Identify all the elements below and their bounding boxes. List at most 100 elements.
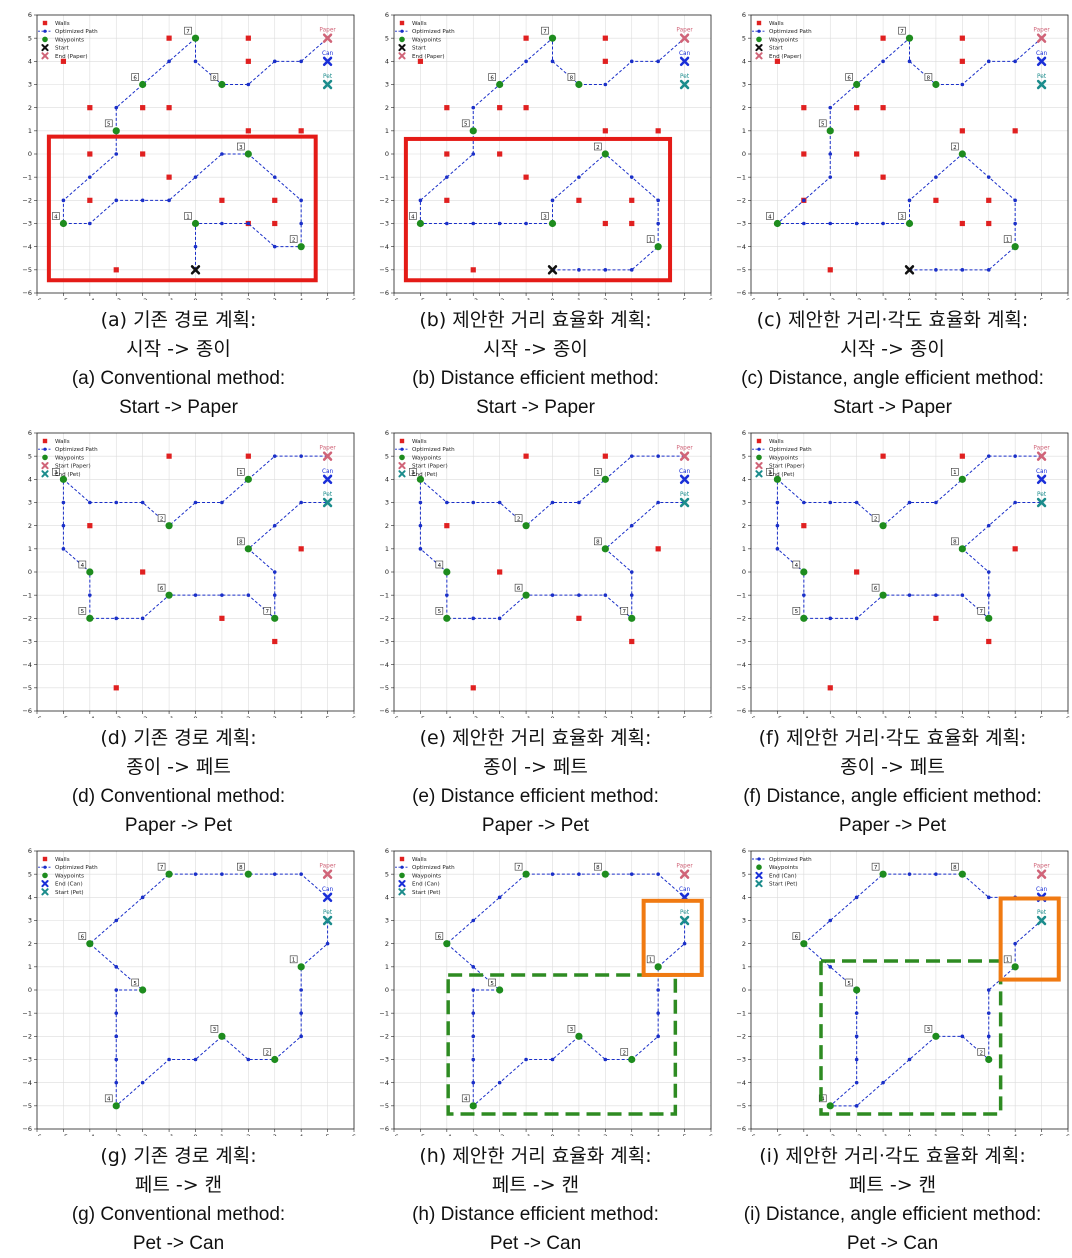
waypoint-number-box	[924, 73, 933, 81]
can-label: Can	[679, 51, 691, 57]
waypoint-number: 5	[847, 981, 851, 987]
x-tick-label: 4	[299, 715, 303, 718]
waypoint-number: 2	[292, 237, 296, 243]
path-point	[114, 616, 119, 621]
wall-marker	[523, 174, 529, 180]
waypoint-marker	[800, 940, 808, 948]
path-point	[167, 1057, 171, 1062]
waypoint-number-box	[792, 932, 801, 940]
path-point	[497, 221, 502, 226]
x-tick-label: −6	[32, 1133, 42, 1136]
legend: Walls Optimized Path Waypoints Start End (Pa…	[38, 20, 98, 60]
waypoint-number: 1	[649, 958, 653, 964]
waypoint-number: 6	[490, 75, 494, 81]
waypoint-number-box	[567, 73, 576, 81]
waypoint-number: 3	[411, 470, 415, 476]
can-label: Can	[1036, 469, 1048, 475]
caption-en-line: (c) Distance, angle efficient method:	[741, 368, 1044, 389]
path-point	[986, 175, 991, 179]
wall-marker	[87, 197, 93, 203]
path-point	[960, 268, 965, 272]
path-point	[934, 593, 938, 597]
waypoint-number: 3	[54, 470, 58, 476]
paper-label: Paper	[319, 864, 336, 870]
legend-label: Optimized Path	[412, 29, 455, 35]
legend-label: End (Paper)	[412, 54, 445, 60]
legend-label: End (Can)	[55, 882, 83, 888]
wall-marker	[959, 220, 965, 227]
plot-b: −6−6 −5 −5 −4 −4 −3 −3 −2 −2 −1 −1 0 0 1 1 2 2 3 3 4 4 5 5 6 6 Pa…	[379, 11, 713, 300]
path-point	[629, 59, 634, 64]
waypoint-marker	[271, 1055, 279, 1064]
waypoint-number-box	[131, 978, 139, 987]
path-point	[140, 198, 145, 203]
waypoint-number: 2	[953, 145, 957, 151]
paper-marker	[322, 869, 333, 879]
waypoint-marker	[218, 1032, 226, 1040]
optimized-path-line	[776, 455, 1042, 620]
waypoint-number: 2	[874, 516, 878, 522]
x-tick-label: 4	[1013, 715, 1017, 718]
waypoint-number-box	[237, 142, 245, 151]
legend-label: Waypoints	[769, 865, 798, 871]
x-tick-label: 1	[577, 715, 581, 718]
waypoint-number-box	[594, 142, 602, 151]
wall-marker	[87, 523, 93, 529]
y-tick-label: −3	[379, 1056, 389, 1064]
y-tick-label: −3	[379, 638, 389, 646]
path-point	[167, 59, 171, 64]
waypoints: 1 2 3 4 5 6 7 8	[435, 862, 662, 1110]
wall-marker	[602, 453, 608, 459]
waypoint-number: 7	[160, 865, 164, 871]
waypoint-number-box	[646, 955, 655, 964]
x-tick-label: −5	[416, 1133, 426, 1136]
walls	[774, 35, 1018, 273]
y-tick-label: −6	[736, 289, 746, 297]
y-tick-label: −6	[22, 289, 32, 297]
path-point	[854, 221, 859, 226]
x-tick-label: −3	[825, 715, 835, 718]
x-tick-label: 2	[960, 715, 964, 718]
y-tick-label: −2	[736, 1033, 746, 1041]
path-point	[802, 221, 806, 226]
waypoint-number-box	[104, 119, 113, 128]
caption-ko-line: 페트 -> 캔	[848, 1174, 937, 1196]
x-tick-label: −2	[138, 297, 148, 300]
path-point	[907, 198, 912, 203]
legend-swatch	[398, 470, 406, 478]
can-label: Can	[1036, 887, 1048, 893]
start-marker	[904, 265, 915, 275]
path-point	[497, 1080, 502, 1085]
legend-label: Walls	[55, 439, 70, 445]
x-tick-label: −5	[416, 715, 426, 718]
x-tick-label: −3	[825, 1133, 835, 1136]
can-marker	[322, 56, 333, 67]
can-label: Can	[322, 887, 334, 893]
items: Paper Can Pet	[904, 28, 1050, 275]
y-tick-label: −2	[22, 197, 32, 205]
can-label: Can	[1036, 51, 1048, 57]
legend-label: Optimized Path	[769, 857, 812, 863]
path-point	[471, 988, 476, 992]
pet-label: Pet	[1037, 492, 1047, 498]
legend-label: Walls	[55, 857, 70, 863]
waypoints: 1 2 3 4 5 6 7 8	[52, 26, 305, 251]
caption-en-line: Start -> Paper	[476, 397, 595, 418]
caption-ko: (d) 기존 경로 계획: 종이 -> 페트	[0, 724, 357, 782]
wall-marker	[272, 638, 278, 645]
path-point	[986, 895, 991, 900]
path-point	[88, 593, 92, 597]
panel-e: −6−6 −5 −5 −4 −4 −3 −3 −2 −2 −1 −1 0 0 1 1 2 2 3 3 4 4 5 5 6 6 Pa…	[357, 418, 714, 836]
can-label: Can	[322, 469, 334, 475]
x-tick-label: 4	[656, 1133, 660, 1136]
x-tick-label: 5	[326, 715, 330, 718]
can-marker	[1036, 474, 1047, 485]
x-tick-label: 2	[603, 715, 607, 718]
waypoint-marker	[496, 986, 504, 994]
path-point	[656, 1034, 660, 1039]
y-tick-label: −5	[379, 684, 389, 692]
red-box-highlight	[46, 134, 318, 283]
y-tick-label: −3	[736, 638, 746, 646]
path-point	[299, 221, 303, 226]
